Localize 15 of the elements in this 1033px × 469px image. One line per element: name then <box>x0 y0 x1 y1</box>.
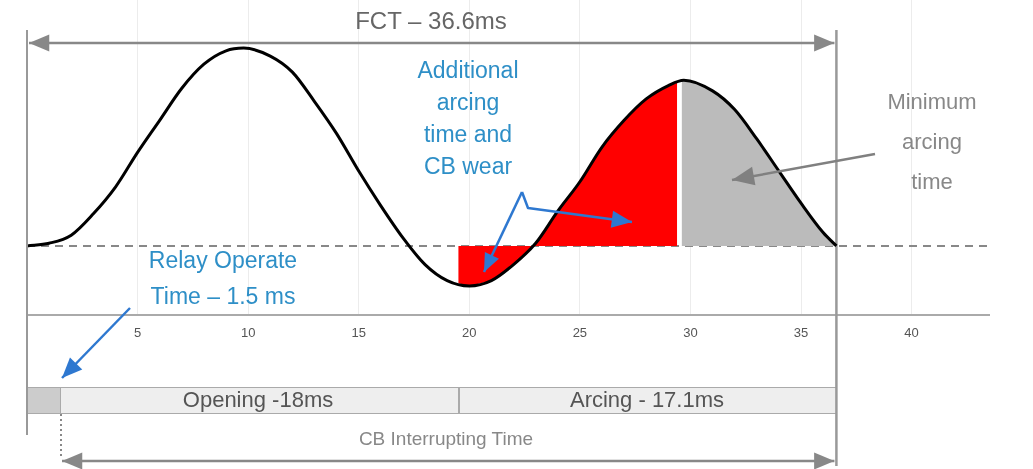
x-tick-label: 30 <box>683 324 698 340</box>
x-tick-label: 40 <box>904 324 919 340</box>
x-tick-label: 20 <box>462 324 477 340</box>
x-tick-label: 15 <box>351 324 366 340</box>
x-tick-label: 5 <box>133 324 142 340</box>
x-tick-label: 35 <box>793 324 809 340</box>
text: Opening -18ms <box>182 387 334 413</box>
annotation: Relay Operate Time – 1.5 ms <box>148 247 298 310</box>
x-tick-label: 25 <box>572 324 588 340</box>
text: CB Interrupting Time <box>358 428 534 450</box>
text: FCT – 36.6ms <box>355 6 507 34</box>
annotation: Additional arcing time and CB wear <box>417 57 519 180</box>
x-tick-label: 10 <box>240 324 256 340</box>
annotation: Minimum arcing time <box>887 89 977 195</box>
text: Arcing - 17.1ms <box>569 387 725 413</box>
